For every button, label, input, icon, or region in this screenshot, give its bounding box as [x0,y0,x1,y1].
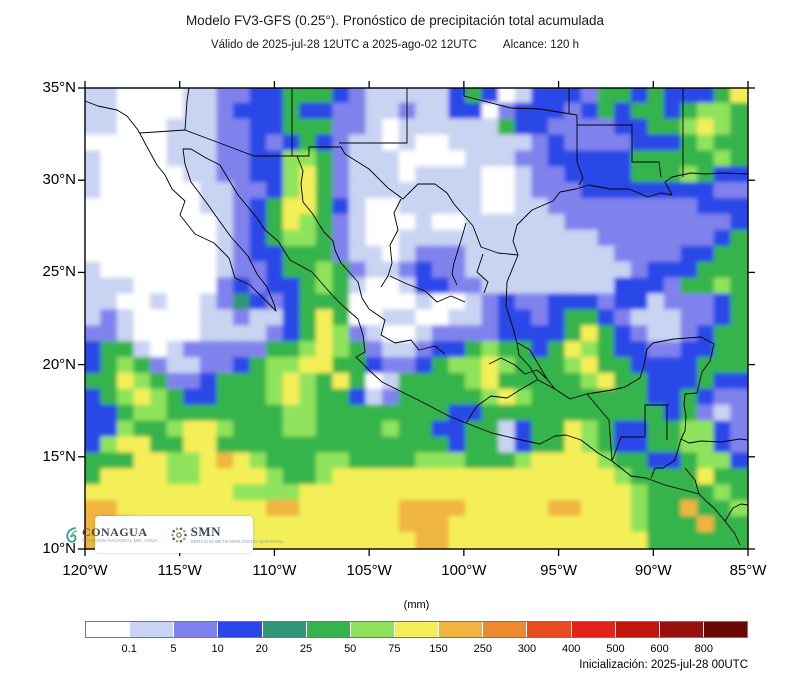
lon-tick-label: 85°W [729,562,767,579]
lat-tick-label: 25°N [42,263,76,281]
smn-logo: SMN SERVICIO METEOROLÓGICO NACIONAL [170,525,284,544]
colorbar-tick: 10 [211,643,224,655]
colorbar-segment [86,622,131,637]
colorbar-segment [615,622,660,637]
colorbar-segment [350,622,395,637]
lon-tick-label: 100°W [441,562,487,579]
colorbar-tick: 300 [517,643,537,655]
conagua-swirl-icon [66,526,78,543]
colorbar-tick: 400 [562,643,581,655]
conagua-wordmark: CONAGUA [81,524,148,539]
smn-subtitle: SERVICIO METEOROLÓGICO NACIONAL [190,538,285,544]
conagua-subtitle: COMISIÓN NACIONAL DEL AGUA [81,538,158,543]
page-title: Modelo FV3-GFS (0.25°). Pronóstico de pr… [185,13,605,28]
colorbar [85,621,748,638]
colorbar-tick: 20 [255,643,268,655]
colorbar-tick: 25 [299,643,313,655]
colorbar-segment [394,622,440,637]
lon-tick-label: 115°W [157,562,202,579]
agency-logo-panel: CONAGUA COMISIÓN NACIONAL DEL AGUA SMN S… [66,516,284,553]
map-frame [84,87,749,550]
colorbar-tick: 600 [650,643,669,655]
lat-tick-label: 20°N [42,355,76,373]
initialization-text: Inicialización: 2025-jul-28 00UTC [579,659,748,671]
lon-tick-label: 120°W [62,562,108,579]
page-subtitle: Válido de 2025-jul-28 12UTC a 2025-ago-0… [0,39,790,51]
lat-tick-label: 30°N [42,171,76,189]
lon-tick-label: 90°W [634,562,672,579]
colorbar-segment [306,622,351,637]
precip-grid [85,88,748,549]
colorbar-tick: 75 [388,643,401,655]
lat-tick-label: 35°N [42,79,76,96]
colorbar-tick: 800 [694,643,713,655]
smn-hurricane-icon [170,527,187,542]
colorbar-segment [439,622,484,637]
colorbar-tick: 150 [429,643,448,655]
valid-range-text: Válido de 2025-jul-28 12UTC a 2025-ago-0… [210,39,477,51]
map-ticks [78,81,755,556]
forecast-reach-text: Alcance: 120 h [502,39,580,51]
colorbar-segment [659,622,704,637]
colorbar-segment [262,622,307,637]
colorbar-segment [703,622,748,637]
lon-tick-label: 105°W [346,562,392,579]
colorbar-segment [527,622,572,637]
colorbar-segment [218,622,263,637]
colorbar-tick: 250 [473,643,492,655]
colorbar-tick: 50 [344,643,357,655]
colorbar-unit-label: (mm) [403,599,430,611]
colorbar-segment [174,622,219,637]
colorbar-tick: 500 [606,643,625,655]
colorbar-tick: 5 [170,643,177,655]
lon-tick-label: 110°W [252,562,297,579]
colorbar-tick: 0.1 [121,643,137,655]
lat-tick-label: 10°N [42,540,76,557]
lat-tick-label: 15°N [42,447,76,465]
colorbar-segment [483,622,528,637]
colorbar-segment [571,622,616,637]
conagua-logo: CONAGUA COMISIÓN NACIONAL DEL AGUA [64,526,158,544]
lon-tick-label: 95°W [540,562,577,579]
colorbar-segment [130,622,175,637]
map-borders [85,88,748,546]
smn-wordmark: SMN [190,524,222,539]
